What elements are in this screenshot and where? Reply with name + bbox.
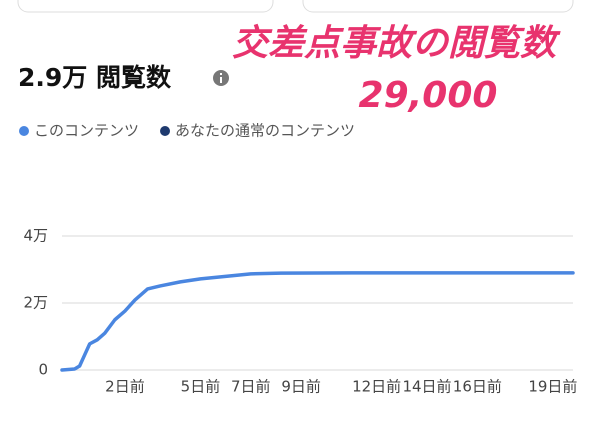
legend-label: あなたの通常のコンテンツ xyxy=(175,122,355,140)
annotation: 交差点事故の閲覧数 xyxy=(232,23,561,64)
x-tick-label: 7日前 xyxy=(231,378,271,396)
card xyxy=(302,0,574,13)
x-tick-label: 12日前 xyxy=(352,378,401,396)
line xyxy=(60,271,575,372)
info-icon xyxy=(213,70,229,86)
x-tick-label: 5日前 xyxy=(181,378,221,396)
x-tick-label: 9日前 xyxy=(281,378,321,396)
annotation: 29,000 xyxy=(359,75,498,116)
y-tick-label: 2万 xyxy=(23,294,48,312)
x-tick-label: 14日前 xyxy=(402,378,451,396)
x-tick-label: 2日前 xyxy=(105,378,145,396)
y-tick-label: 4万 xyxy=(23,227,48,245)
legend-label: このコンテンツ xyxy=(34,122,139,140)
legend-marker xyxy=(160,126,171,136)
y-tick-label: 0 xyxy=(38,361,48,379)
x-tick-label: 19日前 xyxy=(528,378,577,396)
x-tick-label: 16日前 xyxy=(453,378,502,396)
card xyxy=(17,0,274,13)
chart-title: 2.9万 閲覧数 xyxy=(18,63,172,92)
legend-marker xyxy=(19,126,29,136)
